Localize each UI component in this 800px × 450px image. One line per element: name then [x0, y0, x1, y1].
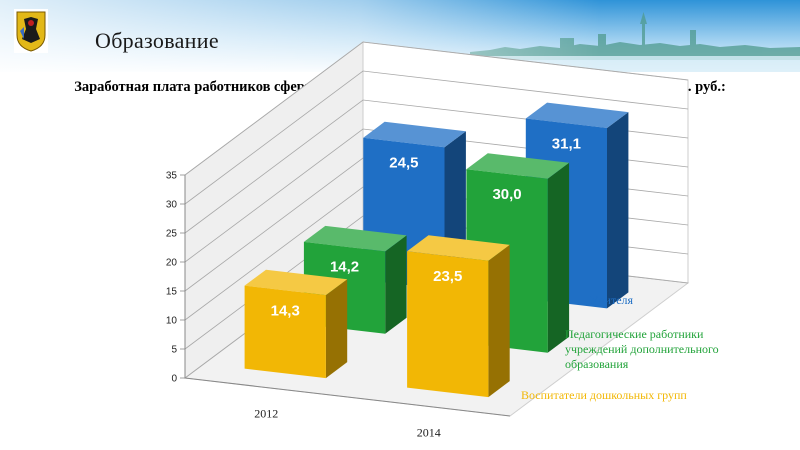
legend-label: Учителя	[590, 293, 634, 307]
legend-label: Воспитатели дошкольных групп	[521, 388, 687, 402]
data-label: 14,2	[330, 259, 359, 276]
bar-top	[525, 102, 629, 128]
page-title: Образование	[95, 28, 219, 53]
y-tick-label: 5	[171, 345, 177, 356]
bar-side	[385, 235, 407, 334]
data-label: 23,5	[433, 268, 462, 285]
bar-top	[363, 121, 466, 148]
bar-front	[244, 285, 326, 379]
y-tick-label: 10	[166, 316, 178, 327]
data-label: 24,5	[389, 155, 418, 172]
bar-top	[244, 269, 348, 296]
legend-label: Педагогические работники учреждений допол…	[565, 327, 719, 371]
bar-top	[466, 153, 570, 179]
data-label: 31,1	[552, 135, 581, 152]
data-label: 14,3	[271, 302, 300, 319]
bar-top	[303, 225, 407, 252]
x-tick-label: 2012	[254, 407, 278, 421]
bar-side	[488, 244, 510, 398]
gridline	[184, 41, 689, 176]
y-tick-label: 20	[166, 258, 178, 269]
x-tick-label: 2014	[417, 426, 441, 440]
y-tick-label: 0	[171, 374, 177, 385]
y-tick-label: 25	[166, 229, 178, 240]
bar-side	[547, 162, 570, 353]
x-axis	[184, 377, 511, 417]
bar-side	[325, 279, 348, 379]
bar-side	[607, 112, 629, 309]
bar-top	[407, 235, 510, 261]
y-tick-label: 35	[166, 171, 178, 182]
y-tick-label: 30	[166, 200, 178, 211]
data-label: 30,0	[492, 186, 521, 203]
gridline	[184, 70, 689, 205]
city-coat-of-arms-icon	[14, 9, 48, 53]
bar-front	[407, 251, 489, 398]
y-tick-label: 15	[166, 287, 178, 298]
